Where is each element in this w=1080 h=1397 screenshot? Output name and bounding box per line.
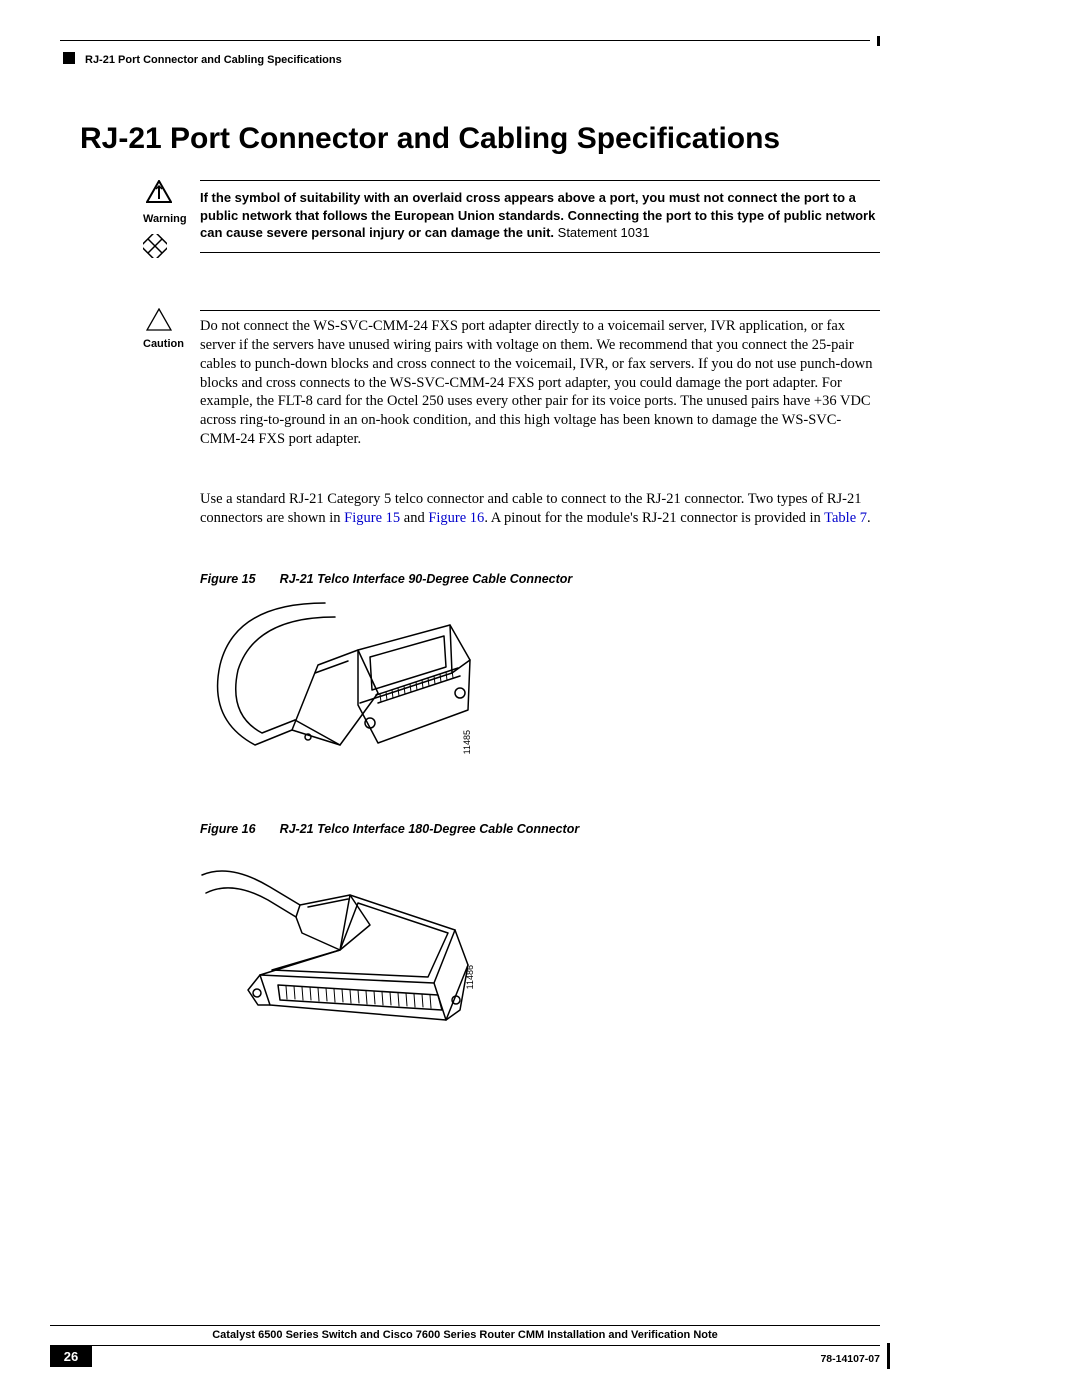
page-number: 26	[50, 1345, 92, 1367]
link-figure-16[interactable]: Figure 16	[428, 510, 484, 526]
document-number: 78-14107-07	[820, 1353, 880, 1365]
warning-text: If the symbol of suitability with an ove…	[200, 189, 880, 242]
footer-doc-title: Catalyst 6500 Series Switch and Cisco 76…	[50, 1329, 880, 1341]
figure-16-image: 11486	[200, 845, 490, 1050]
caution-text: Do not connect the WS-SVC-CMM-24 FXS por…	[200, 317, 880, 449]
warning-icon	[146, 180, 172, 211]
link-table-7[interactable]: Table 7	[824, 510, 867, 526]
warning-block: Warning If the symbol of suitability wit…	[148, 180, 880, 253]
header-marker	[63, 52, 75, 64]
running-header: RJ-21 Port Connector and Cabling Specifi…	[85, 54, 342, 66]
body-paragraph: Use a standard RJ-21 Category 5 telco co…	[200, 490, 880, 528]
figure-16-caption: Figure 16RJ-21 Telco Interface 180-Degre…	[200, 822, 579, 836]
figure-15-caption: Figure 15RJ-21 Telco Interface 90-Degree…	[200, 572, 572, 586]
link-figure-15[interactable]: Figure 15	[344, 510, 400, 526]
caution-icon	[146, 308, 172, 339]
figure-16-number: 11486	[465, 965, 475, 989]
figure-15-number: 11485	[462, 730, 472, 754]
warning-label: Warning	[143, 213, 187, 225]
suitability-cross-icon	[143, 234, 167, 263]
page-title: RJ-21 Port Connector and Cabling Specifi…	[80, 122, 780, 156]
figure-15-image: 11485	[200, 595, 490, 810]
caution-block: Caution Do not connect the WS-SVC-CMM-24…	[148, 310, 880, 449]
page-footer: Catalyst 6500 Series Switch and Cisco 76…	[50, 1325, 880, 1367]
caution-label: Caution	[143, 338, 184, 350]
